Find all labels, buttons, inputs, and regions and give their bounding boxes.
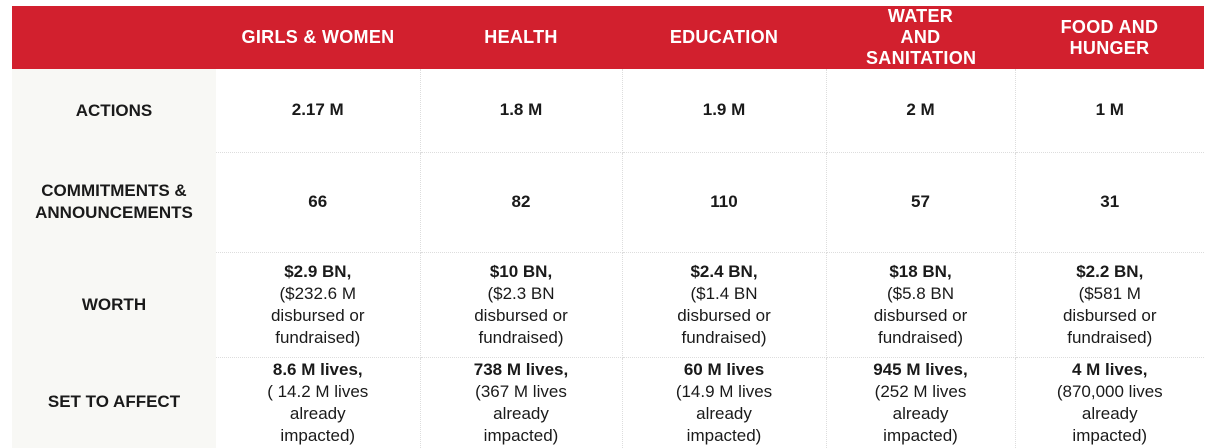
table-cell: 945 M lives, (252 M lives already impacte…	[826, 357, 1016, 448]
row-label: COMMITMENTS & ANNOUNCEMENTS	[12, 152, 216, 252]
cell-value: 110	[710, 192, 738, 211]
cell-value: 1.9 M	[702, 100, 746, 120]
cell-note: (367 M lives already impacted)	[475, 381, 567, 445]
table-cell: 110	[622, 152, 827, 253]
table-row: ACTIONS 2.17 M 1.8 M 1.9 M 2 M 1 M	[12, 69, 1204, 153]
cell-value: 57	[911, 192, 930, 211]
table-cell: $2.9 BN, ($232.6 M disbursed or fundraise…	[216, 252, 421, 358]
cell-value: 8.6 M lives,	[272, 359, 363, 379]
cell-note: ($581 M disbursed or fundraised)	[1062, 283, 1157, 347]
cell-value: 2 M	[906, 100, 935, 120]
table-cell: $2.4 BN, ($1.4 BN disbursed or fundraised…	[622, 252, 827, 358]
cell-note: ($232.6 M disbursed or fundraised)	[270, 283, 365, 347]
cell-value: $2.9 BN,	[284, 261, 352, 281]
column-header: WATER AND SANITATION	[826, 6, 1015, 69]
cell-value: 60 M lives	[683, 359, 765, 379]
table-cell: 1.9 M	[622, 69, 827, 153]
row-label: WORTH	[12, 252, 216, 357]
table-cell: 738 M lives, (367 M lives already impacte…	[420, 357, 623, 448]
table-cell: 1 M	[1015, 69, 1204, 153]
table-cell: 8.6 M lives,( 14.2 M lives already impac…	[216, 357, 421, 448]
header-corner	[12, 6, 216, 69]
cell-value: 1.8 M	[499, 100, 543, 120]
table-cell: 2.17 M	[216, 69, 421, 153]
cell-value: 4 M lives,	[1071, 359, 1148, 379]
column-header: HEALTH	[420, 6, 622, 69]
cell-note: (870,000 lives already impacted)	[1056, 381, 1163, 445]
cell-note: ($1.4 BN disbursed or fundraised)	[677, 283, 771, 347]
table-row: COMMITMENTS & ANNOUNCEMENTS 66 82 110 57 31	[12, 152, 1204, 253]
cell-value: 66	[308, 192, 328, 211]
column-header: FOOD AND HUNGER	[1015, 6, 1204, 69]
cell-value: 31	[1100, 192, 1120, 211]
table-cell: 66	[216, 152, 421, 253]
column-header: GIRLS & WOMEN	[216, 6, 420, 69]
cell-note: (14.9 M lives already impacted)	[675, 381, 773, 445]
cell-value: 945 M lives,	[873, 359, 968, 379]
cell-value: $2.2 BN,	[1076, 261, 1144, 281]
table-cell: $18 BN, ($5.8 BN disbursed or fundraised)	[826, 252, 1016, 358]
cell-value: 738 M lives,	[473, 359, 569, 379]
table-row: WORTH $2.9 BN, ($232.6 M disbursed or fund…	[12, 252, 1204, 358]
cell-value: $2.4 BN,	[690, 261, 758, 281]
cell-value: 2.17 M	[291, 100, 344, 120]
table-cell: 82	[420, 152, 623, 253]
table-row: SET TO AFFECT 8.6 M lives,( 14.2 M lives …	[12, 357, 1204, 448]
cell-value: 1 M	[1095, 100, 1124, 120]
table-cell: $2.2 BN, ($581 M disbursed or fundraised)	[1015, 252, 1204, 358]
row-label: SET TO AFFECT	[12, 357, 216, 448]
header-row: GIRLS & WOMEN HEALTH EDUCATION WATER AND…	[12, 6, 1204, 69]
row-label: ACTIONS	[12, 69, 216, 152]
table-cell: 2 M	[826, 69, 1016, 153]
table-cell: 1.8 M	[420, 69, 623, 153]
cell-value: $10 BN,	[489, 261, 553, 281]
table-cell: $10 BN, ($2.3 BN disbursed or fundraised)	[420, 252, 623, 358]
cell-note: ( 14.2 M lives already impacted)	[267, 381, 369, 445]
cell-value: 82	[511, 192, 531, 211]
cell-value: $18 BN,	[889, 261, 952, 281]
table-cell: 4 M lives, (870,000 lives already impacte…	[1015, 357, 1204, 448]
cell-note: ($2.3 BN disbursed or fundraised)	[474, 283, 568, 347]
cell-note: ($5.8 BN disbursed or fundraised)	[873, 283, 968, 347]
table-cell: 60 M lives (14.9 M lives already impacted…	[622, 357, 827, 448]
impact-table: GIRLS & WOMEN HEALTH EDUCATION WATER AND…	[12, 6, 1204, 448]
table-cell: 31	[1015, 152, 1204, 253]
cell-note: (252 M lives already impacted)	[874, 381, 967, 445]
column-header: EDUCATION	[622, 6, 826, 69]
table-cell: 57	[826, 152, 1016, 253]
